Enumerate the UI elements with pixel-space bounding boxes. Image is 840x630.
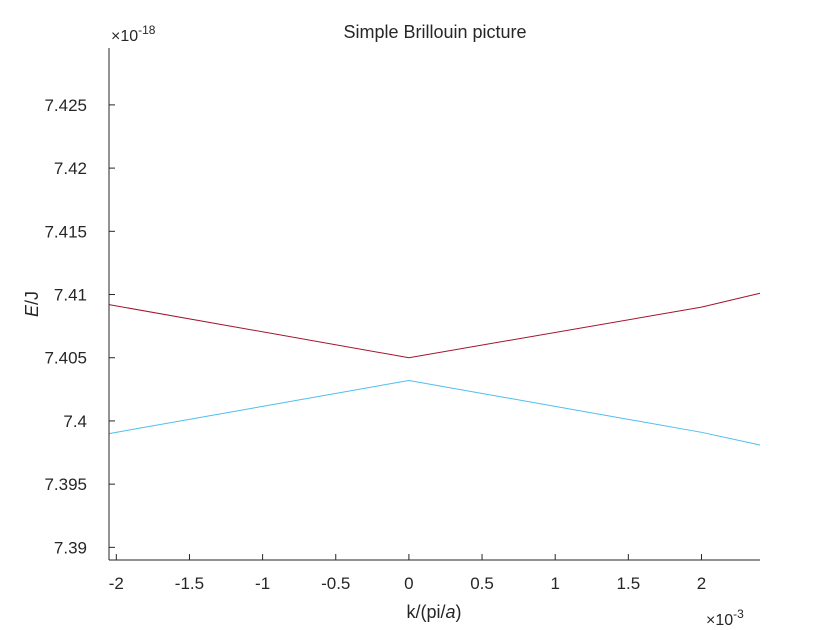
y-axis-label-rest: /J <box>22 291 42 305</box>
x-exponent-power: -3 <box>733 607 744 621</box>
y-ticks: 7.39 7.395 7.4 7.405 7.41 7.415 7.42 7.425 <box>44 96 115 557</box>
x-ticks: -2 -1.5 -1 -0.5 0 0.5 1 1.5 2 <box>109 554 706 593</box>
x-tick-label: 0.5 <box>470 574 494 593</box>
x-exponent-label: ×10-3 <box>706 607 744 629</box>
chart-title: Simple Brillouin picture <box>343 22 526 42</box>
series-line-1 <box>108 292 761 359</box>
y-tick-label: 7.42 <box>54 159 87 178</box>
x-tick-label: 1.5 <box>617 574 641 593</box>
x-tick-label: 0 <box>404 574 413 593</box>
y-tick-label: 7.4 <box>63 412 87 431</box>
x-axis-label: k/(pi/a) <box>406 602 461 622</box>
x-tick-label: -1.5 <box>175 574 204 593</box>
y-tick-label: 7.405 <box>44 349 87 368</box>
y-tick-label: 7.415 <box>44 222 87 241</box>
series-line-2 <box>108 379 761 446</box>
y-axis-label-italic: E <box>22 304 42 317</box>
axes <box>108 48 760 561</box>
plot-area <box>108 292 761 446</box>
x-tick-label: -0.5 <box>321 574 350 593</box>
x-axis-label-end: ) <box>456 602 462 622</box>
y-exponent-label: ×10-18 <box>111 23 156 45</box>
x-tick-label: 1 <box>550 574 559 593</box>
y-axis-label: E/J <box>22 291 42 317</box>
y-tick-label: 7.39 <box>54 538 87 557</box>
x-tick-label: -2 <box>109 574 124 593</box>
y-exponent-prefix: ×10 <box>111 28 138 45</box>
y-tick-label: 7.41 <box>54 286 87 305</box>
x-axis-label-italic: a <box>446 602 456 622</box>
y-exponent-power: -18 <box>138 23 156 37</box>
x-axis-label-main: k/(pi/ <box>406 602 445 622</box>
x-exponent-prefix: ×10 <box>706 612 733 629</box>
y-tick-label: 7.395 <box>44 475 87 494</box>
x-tick-label: -1 <box>255 574 270 593</box>
x-tick-label: 2 <box>697 574 706 593</box>
y-tick-label: 7.425 <box>44 96 87 115</box>
